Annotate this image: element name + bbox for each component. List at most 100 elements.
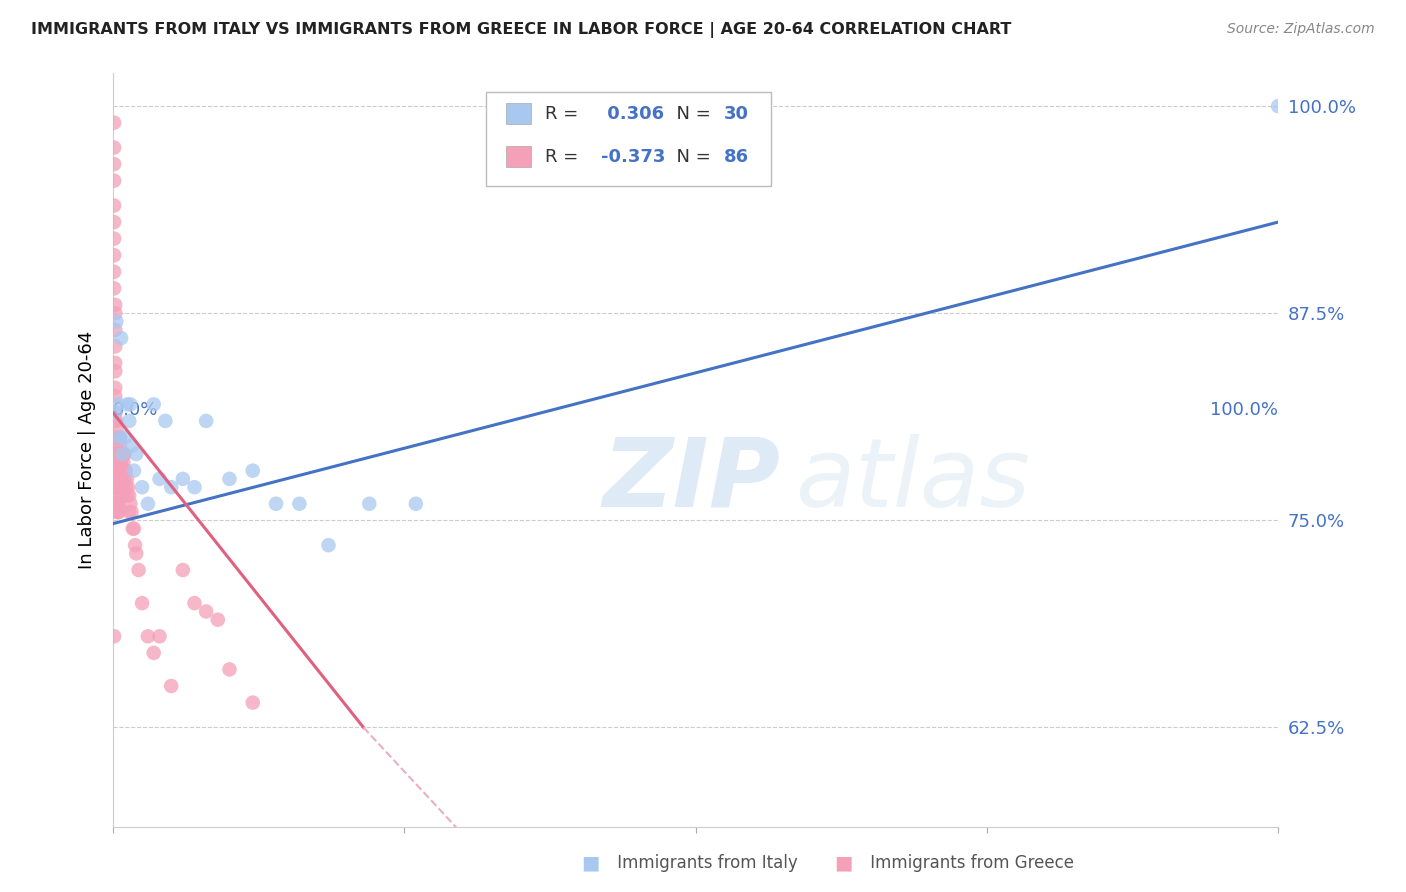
Point [148, 472, 170, 486]
Point [242, 464, 264, 478]
Point [107, 505, 129, 519]
Point [122, 464, 145, 478]
Point [183, 596, 205, 610]
Text: atlas: atlas [794, 434, 1029, 526]
Point [131, 596, 153, 610]
Point [104, 381, 127, 395]
Point [107, 497, 129, 511]
Point [114, 447, 136, 461]
Text: 100.0%: 100.0% [1211, 401, 1278, 419]
Point [121, 522, 143, 536]
Text: 30: 30 [724, 105, 748, 123]
Point [111, 480, 134, 494]
Text: 0.306: 0.306 [602, 105, 664, 123]
Point [104, 406, 127, 420]
Point [118, 505, 141, 519]
Point [107, 505, 129, 519]
Point [207, 613, 229, 627]
Text: Immigrants from Greece: Immigrants from Greece [865, 855, 1074, 872]
Point [107, 464, 129, 478]
Point [136, 629, 159, 643]
Point [105, 455, 128, 469]
Point [103, 232, 125, 246]
Point [107, 455, 129, 469]
Point [359, 497, 381, 511]
Bar [506, 145, 531, 167]
Point [131, 480, 153, 494]
Point [405, 497, 427, 511]
Point [107, 472, 129, 486]
Point [195, 604, 218, 618]
Point [107, 497, 129, 511]
Point [104, 406, 127, 420]
Point [242, 696, 264, 710]
Point [318, 538, 340, 552]
Text: ZIP: ZIP [602, 434, 780, 526]
Point [118, 414, 141, 428]
Point [114, 472, 136, 486]
Text: ■: ■ [834, 854, 853, 872]
Point [136, 497, 159, 511]
Point [105, 447, 128, 461]
Point [142, 397, 165, 411]
Point [111, 447, 134, 461]
Text: 86: 86 [724, 148, 748, 167]
Point [111, 447, 134, 461]
FancyBboxPatch shape [486, 92, 772, 186]
Point [125, 546, 148, 560]
Point [105, 472, 128, 486]
Text: N =: N = [665, 148, 717, 167]
Point [104, 323, 127, 337]
Point [121, 505, 143, 519]
Text: ■: ■ [581, 854, 600, 872]
Point [112, 455, 135, 469]
Point [108, 439, 131, 453]
Point [107, 447, 129, 461]
Point [117, 480, 139, 494]
Point [103, 265, 125, 279]
Point [111, 464, 134, 478]
Point [118, 488, 141, 502]
Point [264, 497, 287, 511]
Text: IMMIGRANTS FROM ITALY VS IMMIGRANTS FROM GREECE IN LABOR FORCE | AGE 20-64 CORRE: IMMIGRANTS FROM ITALY VS IMMIGRANTS FROM… [31, 22, 1011, 38]
Point [115, 488, 138, 502]
Point [172, 472, 194, 486]
Point [110, 472, 132, 486]
Point [105, 430, 128, 444]
Point [148, 629, 170, 643]
Point [155, 414, 177, 428]
Point [103, 248, 125, 262]
Point [103, 174, 125, 188]
Text: N =: N = [665, 105, 717, 123]
Point [218, 472, 240, 486]
Point [128, 563, 150, 577]
Point [104, 356, 127, 370]
Point [115, 472, 138, 486]
Point [125, 447, 148, 461]
Point [104, 497, 127, 511]
Point [103, 629, 125, 643]
Y-axis label: In Labor Force | Age 20-64: In Labor Force | Age 20-64 [79, 331, 96, 569]
Text: Immigrants from Italy: Immigrants from Italy [612, 855, 797, 872]
Point [105, 488, 128, 502]
Point [110, 447, 132, 461]
Point [160, 679, 183, 693]
Point [104, 414, 127, 428]
Text: 0.0%: 0.0% [112, 401, 159, 419]
Point [114, 430, 136, 444]
Point [122, 522, 145, 536]
Point [105, 497, 128, 511]
Point [105, 414, 128, 428]
Point [107, 397, 129, 411]
Point [105, 480, 128, 494]
Point [1267, 99, 1289, 113]
Point [103, 116, 125, 130]
Point [103, 198, 125, 212]
Point [110, 488, 132, 502]
Point [114, 464, 136, 478]
Point [103, 281, 125, 295]
Point [121, 439, 143, 453]
Text: Source: ZipAtlas.com: Source: ZipAtlas.com [1227, 22, 1375, 37]
Point [105, 314, 128, 328]
Point [160, 480, 183, 494]
